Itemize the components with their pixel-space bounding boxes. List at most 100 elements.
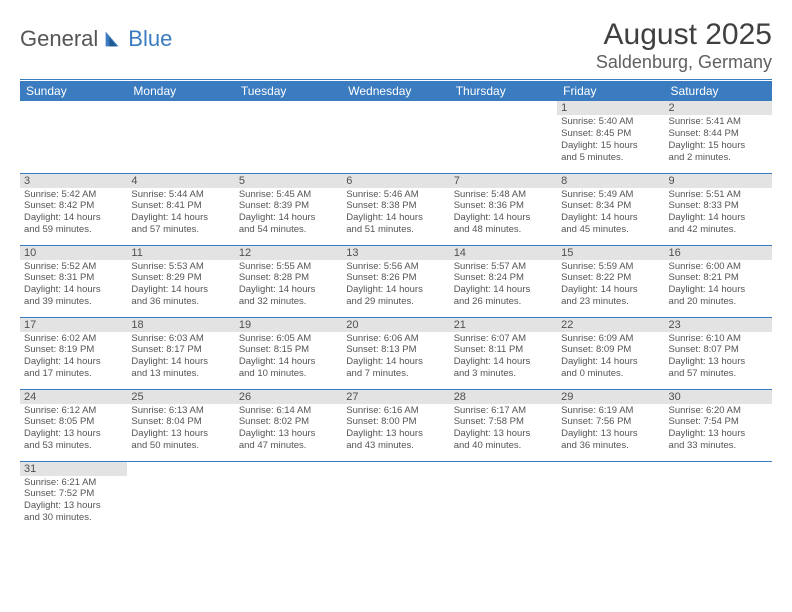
sunrise-text: Sunrise: 6:09 AM (561, 333, 660, 345)
day-cell: 16Sunrise: 6:00 AMSunset: 8:21 PMDayligh… (665, 245, 772, 317)
day-number: 13 (342, 246, 449, 260)
day-cell: 2Sunrise: 5:41 AMSunset: 8:44 PMDaylight… (665, 101, 772, 173)
day-info: Sunrise: 6:19 AMSunset: 7:56 PMDaylight:… (557, 404, 664, 454)
daylight-text: and 13 minutes. (131, 368, 230, 380)
day-cell (342, 101, 449, 173)
daylight-text: Daylight: 14 hours (24, 356, 123, 368)
daylight-text: and 53 minutes. (24, 440, 123, 452)
day-info: Sunrise: 6:14 AMSunset: 8:02 PMDaylight:… (235, 404, 342, 454)
daylight-text: and 36 minutes. (131, 296, 230, 308)
daylight-text: and 36 minutes. (561, 440, 660, 452)
sunset-text: Sunset: 8:34 PM (561, 200, 660, 212)
week-row: 3Sunrise: 5:42 AMSunset: 8:42 PMDaylight… (20, 173, 772, 245)
day-number: 24 (20, 390, 127, 404)
daylight-text: Daylight: 15 hours (669, 140, 768, 152)
day-number: 14 (450, 246, 557, 260)
sunset-text: Sunset: 7:54 PM (669, 416, 768, 428)
sunset-text: Sunset: 8:36 PM (454, 200, 553, 212)
sunrise-text: Sunrise: 6:12 AM (24, 405, 123, 417)
day-number: 3 (20, 174, 127, 188)
day-number: 17 (20, 318, 127, 332)
location-subtitle: Saldenburg, Germany (596, 52, 772, 73)
sunset-text: Sunset: 8:07 PM (669, 344, 768, 356)
sunset-text: Sunset: 8:24 PM (454, 272, 553, 284)
day-cell: 19Sunrise: 6:05 AMSunset: 8:15 PMDayligh… (235, 317, 342, 389)
day-cell: 30Sunrise: 6:20 AMSunset: 7:54 PMDayligh… (665, 389, 772, 461)
sunrise-text: Sunrise: 5:44 AM (131, 189, 230, 201)
weekday-header: Sunday (20, 81, 127, 101)
day-number: 8 (557, 174, 664, 188)
sunrise-text: Sunrise: 6:05 AM (239, 333, 338, 345)
day-info: Sunrise: 6:13 AMSunset: 8:04 PMDaylight:… (127, 404, 234, 454)
sunrise-text: Sunrise: 6:21 AM (24, 477, 123, 489)
day-cell: 10Sunrise: 5:52 AMSunset: 8:31 PMDayligh… (20, 245, 127, 317)
day-info: Sunrise: 6:21 AMSunset: 7:52 PMDaylight:… (20, 476, 127, 526)
day-info: Sunrise: 6:10 AMSunset: 8:07 PMDaylight:… (665, 332, 772, 382)
daylight-text: Daylight: 14 hours (454, 356, 553, 368)
sunrise-text: Sunrise: 6:19 AM (561, 405, 660, 417)
day-cell (127, 461, 234, 533)
sunrise-text: Sunrise: 6:07 AM (454, 333, 553, 345)
day-info: Sunrise: 6:00 AMSunset: 8:21 PMDaylight:… (665, 260, 772, 310)
daylight-text: Daylight: 13 hours (24, 500, 123, 512)
sunrise-text: Sunrise: 6:17 AM (454, 405, 553, 417)
day-number: 12 (235, 246, 342, 260)
day-cell: 1Sunrise: 5:40 AMSunset: 8:45 PMDaylight… (557, 101, 664, 173)
day-info: Sunrise: 6:02 AMSunset: 8:19 PMDaylight:… (20, 332, 127, 382)
sunrise-text: Sunrise: 5:55 AM (239, 261, 338, 273)
sunset-text: Sunset: 8:17 PM (131, 344, 230, 356)
daylight-text: and 5 minutes. (561, 152, 660, 164)
daylight-text: Daylight: 14 hours (24, 212, 123, 224)
week-row: 1Sunrise: 5:40 AMSunset: 8:45 PMDaylight… (20, 101, 772, 173)
daylight-text: and 2 minutes. (669, 152, 768, 164)
divider (20, 79, 772, 80)
day-number: 26 (235, 390, 342, 404)
day-cell (342, 461, 449, 533)
day-cell: 7Sunrise: 5:48 AMSunset: 8:36 PMDaylight… (450, 173, 557, 245)
sunset-text: Sunset: 8:26 PM (346, 272, 445, 284)
day-info: Sunrise: 5:51 AMSunset: 8:33 PMDaylight:… (665, 188, 772, 238)
daylight-text: and 57 minutes. (131, 224, 230, 236)
sunrise-text: Sunrise: 5:46 AM (346, 189, 445, 201)
sunrise-text: Sunrise: 6:03 AM (131, 333, 230, 345)
day-cell: 23Sunrise: 6:10 AMSunset: 8:07 PMDayligh… (665, 317, 772, 389)
day-number: 10 (20, 246, 127, 260)
day-cell: 26Sunrise: 6:14 AMSunset: 8:02 PMDayligh… (235, 389, 342, 461)
day-info: Sunrise: 5:48 AMSunset: 8:36 PMDaylight:… (450, 188, 557, 238)
sunset-text: Sunset: 8:05 PM (24, 416, 123, 428)
sunrise-text: Sunrise: 5:45 AM (239, 189, 338, 201)
day-info: Sunrise: 6:03 AMSunset: 8:17 PMDaylight:… (127, 332, 234, 382)
sunrise-text: Sunrise: 5:56 AM (346, 261, 445, 273)
sunset-text: Sunset: 8:28 PM (239, 272, 338, 284)
sunrise-text: Sunrise: 5:53 AM (131, 261, 230, 273)
daylight-text: Daylight: 14 hours (561, 284, 660, 296)
daylight-text: and 30 minutes. (24, 512, 123, 524)
daylight-text: and 40 minutes. (454, 440, 553, 452)
sunrise-text: Sunrise: 6:13 AM (131, 405, 230, 417)
daylight-text: and 42 minutes. (669, 224, 768, 236)
day-info: Sunrise: 5:52 AMSunset: 8:31 PMDaylight:… (20, 260, 127, 310)
sunrise-text: Sunrise: 5:52 AM (24, 261, 123, 273)
sunset-text: Sunset: 8:00 PM (346, 416, 445, 428)
weekday-header: Saturday (665, 81, 772, 101)
weekday-header-row: Sunday Monday Tuesday Wednesday Thursday… (20, 81, 772, 101)
weekday-header: Friday (557, 81, 664, 101)
week-row: 24Sunrise: 6:12 AMSunset: 8:05 PM Dayligh… (20, 389, 772, 461)
daylight-text: Daylight: 13 hours (454, 428, 553, 440)
daylight-text: Daylight: 14 hours (239, 284, 338, 296)
day-info: Sunrise: 6:16 AMSunset: 8:00 PMDaylight:… (342, 404, 449, 454)
day-number: 31 (20, 462, 127, 476)
daylight-text: and 51 minutes. (346, 224, 445, 236)
sunrise-text: Sunrise: 6:16 AM (346, 405, 445, 417)
daylight-text: and 29 minutes. (346, 296, 445, 308)
sunset-text: Sunset: 7:58 PM (454, 416, 553, 428)
day-cell: 18Sunrise: 6:03 AMSunset: 8:17 PMDayligh… (127, 317, 234, 389)
day-number: 4 (127, 174, 234, 188)
sunset-text: Sunset: 8:29 PM (131, 272, 230, 284)
day-number: 28 (450, 390, 557, 404)
daylight-text: Daylight: 15 hours (561, 140, 660, 152)
daylight-text: Daylight: 14 hours (346, 212, 445, 224)
sunrise-text: Sunrise: 6:06 AM (346, 333, 445, 345)
sunset-text: Sunset: 8:15 PM (239, 344, 338, 356)
day-cell: 6Sunrise: 5:46 AMSunset: 8:38 PMDaylight… (342, 173, 449, 245)
